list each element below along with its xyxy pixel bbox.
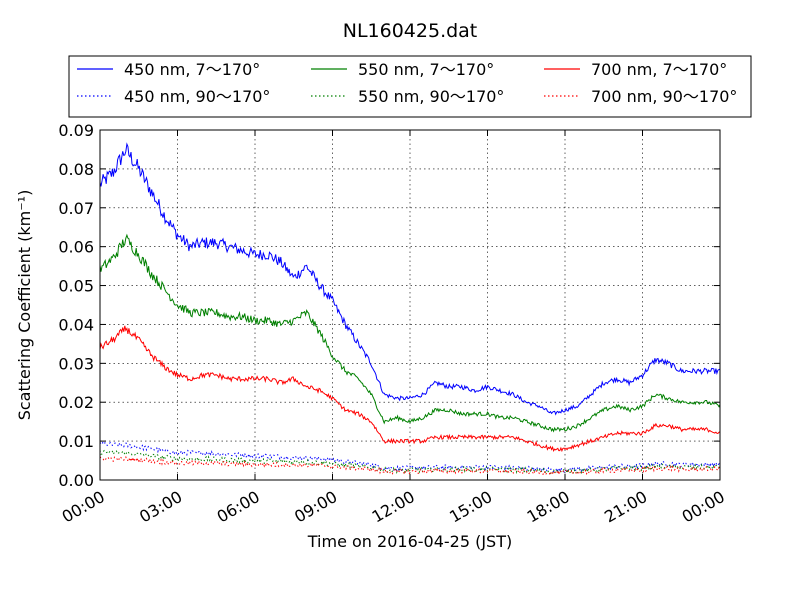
y-tick-label: 0.03 — [58, 354, 94, 373]
y-tick-label: 0.08 — [58, 160, 94, 179]
ticks — [99, 129, 721, 481]
y-tick-label: 0.06 — [58, 238, 94, 257]
y-tick-label: 0.01 — [58, 432, 94, 451]
series-line-5 — [100, 455, 720, 476]
x-axis-title: Time on 2016-04-25 (JST) — [307, 532, 512, 551]
series-line-3 — [100, 449, 720, 476]
legend-label-0: 450 nm, 7～170° — [124, 60, 260, 79]
y-tick-label: 0.07 — [58, 199, 94, 218]
legend: 450 nm, 7～170° 450 nm, 90～170° 550 nm, 7～1… — [68, 55, 752, 118]
legend-box — [68, 55, 752, 118]
y-tick-label: 0.00 — [58, 471, 94, 490]
legend-label-4: 700 nm, 7～170° — [591, 60, 727, 79]
series-line-1 — [100, 440, 720, 474]
series-line-4 — [100, 325, 720, 453]
chart-title: NL160425.dat — [343, 20, 478, 42]
y-tick-label: 0.09 — [58, 121, 94, 140]
legend-label-5: 700 nm, 90～170° — [591, 87, 737, 106]
y-axis-title: Scattering Coefficient (km⁻¹) — [15, 190, 34, 421]
y-tick-label: 0.05 — [58, 277, 94, 296]
series-line-0 — [100, 142, 720, 416]
legend-label-3: 550 nm, 90～170° — [358, 87, 504, 106]
y-tick-label: 0.04 — [58, 315, 94, 334]
y-tick-label: 0.02 — [58, 393, 94, 412]
y-tick-labels: 0.00 0.01 0.02 0.03 0.04 0.05 0.06 0.07 0.08 0.09 — [58, 121, 94, 490]
legend-label-2: 550 nm, 7～170° — [358, 60, 494, 79]
plot-lines — [100, 142, 720, 476]
series-line-2 — [100, 233, 720, 433]
legend-label-1: 450 nm, 90～170° — [124, 87, 270, 106]
